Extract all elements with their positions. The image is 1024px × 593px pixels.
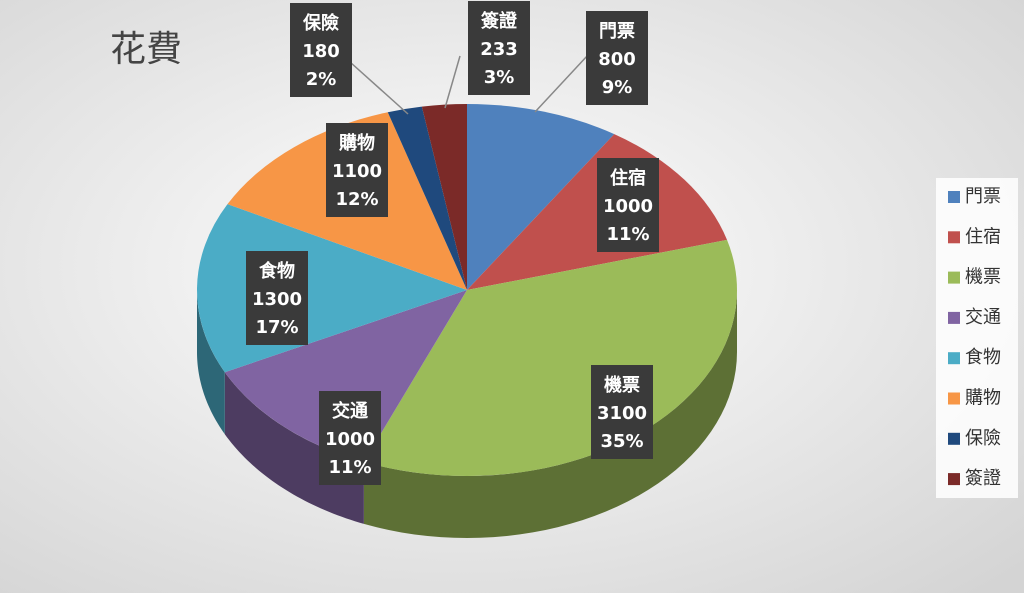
legend-label: 保險 (965, 428, 1001, 449)
pie-slice (467, 104, 615, 290)
data-label-box (597, 158, 659, 252)
data-label-name: 食物 (258, 260, 295, 282)
legend-label: 機票 (965, 267, 1001, 288)
leader-line (444, 55, 461, 109)
leader-line (534, 54, 589, 113)
data-label-name: 機票 (604, 374, 640, 396)
data-label-name: 保險 (302, 12, 339, 34)
legend-swatch (948, 392, 960, 405)
legend-swatch (948, 352, 960, 365)
data-label-name: 住宿 (610, 167, 646, 189)
data-label-box (586, 11, 648, 105)
data-label-box (246, 251, 308, 345)
data-label-percent: 12% (335, 189, 378, 210)
data-label-value: 3100 (597, 403, 647, 424)
legend-swatch (948, 432, 960, 445)
data-label-name: 購物 (338, 132, 375, 154)
legend-swatch (948, 271, 960, 284)
data-label-value: 1000 (325, 429, 375, 450)
data-label-box (591, 365, 653, 459)
pie-slice-side (197, 290, 225, 435)
pie-slice (421, 104, 467, 290)
legend-swatch (948, 311, 960, 324)
legend-label: 食物 (965, 347, 1001, 368)
data-label-percent: 9% (602, 77, 633, 98)
pie-sides (197, 290, 737, 538)
legend-label: 交通 (965, 307, 1001, 328)
data-labels: 門票 800 9% 住宿 1000 11% 機票 3100 35% 交通 1000 11% 食物 1300… (246, 1, 659, 485)
legend-label: 門票 (965, 186, 1001, 207)
data-label-value: 180 (302, 41, 340, 62)
data-label-name: 門票 (599, 21, 635, 42)
pie-slice-side (363, 290, 737, 538)
pie-slice-side (224, 372, 364, 524)
data-label-box (290, 3, 352, 97)
data-label-percent: 11% (606, 224, 649, 245)
pie (197, 104, 737, 538)
data-label-name: 交通 (332, 400, 368, 422)
data-label-value: 1300 (252, 289, 302, 310)
legend-swatch (948, 473, 960, 486)
legend-label: 簽證 (965, 468, 1001, 489)
data-label-percent: 11% (328, 457, 371, 478)
pie-slice (387, 106, 467, 290)
data-label-box (468, 1, 530, 95)
chart-title: 花費 (110, 29, 182, 70)
data-label-value: 1000 (603, 196, 653, 217)
legend-label: 購物 (965, 388, 1001, 409)
data-label-box (319, 391, 381, 485)
data-label-percent: 35% (600, 431, 643, 452)
data-label-name: 簽證 (481, 10, 518, 32)
data-label-value: 233 (480, 39, 518, 60)
data-label-percent: 3% (484, 67, 515, 88)
data-label-percent: 17% (255, 317, 298, 338)
legend-swatch (948, 231, 960, 244)
data-label-box (326, 123, 388, 217)
pie-slice (224, 290, 467, 462)
data-label-percent: 2% (306, 69, 337, 90)
data-label-value: 800 (598, 49, 636, 70)
data-label-value: 1100 (332, 161, 382, 182)
leader-line (349, 61, 409, 115)
legend-swatch (948, 191, 960, 203)
legend-label: 住宿 (965, 226, 1001, 247)
